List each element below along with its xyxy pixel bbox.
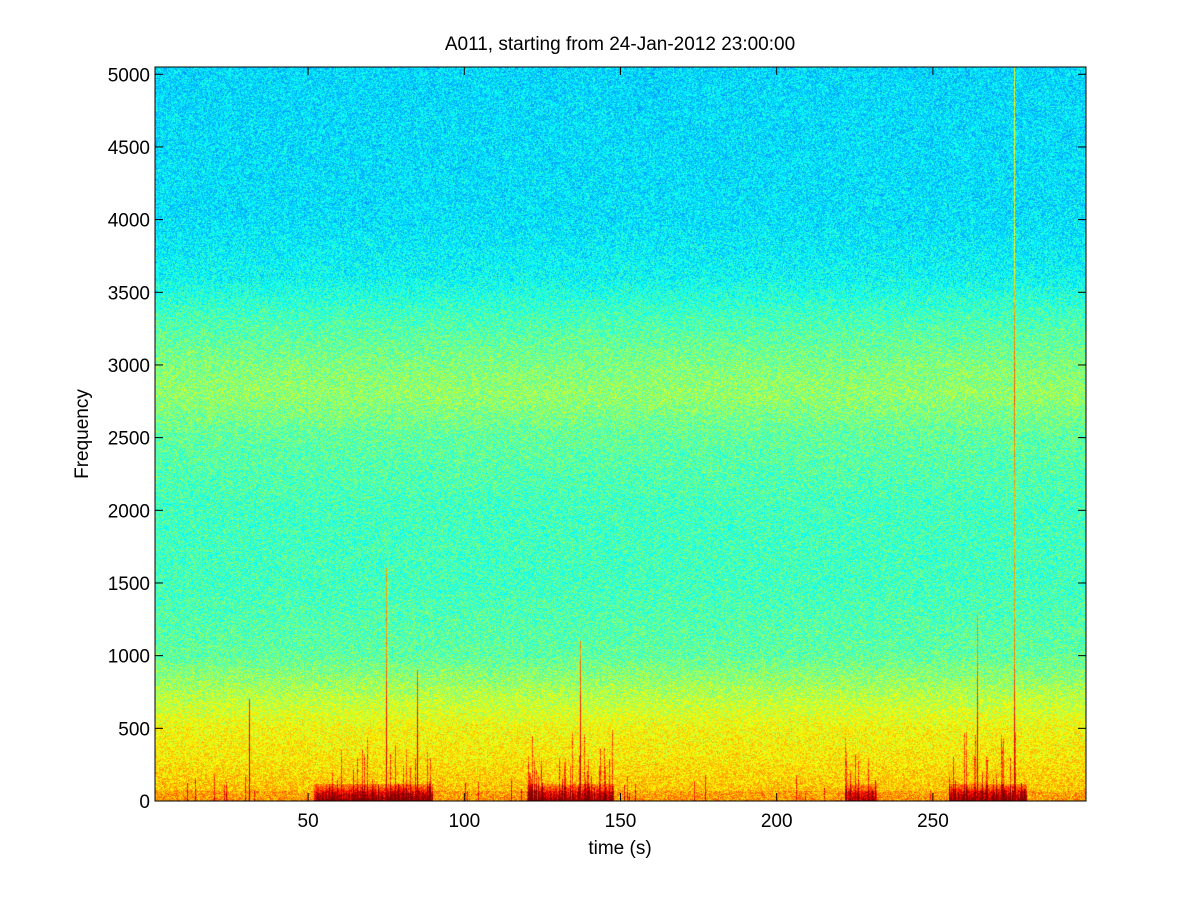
y-tick-label: 5000 [108,65,150,86]
x-tick-label: 250 [917,811,949,832]
x-tick-label: 50 [298,811,319,832]
x-axis-label: time (s) [588,838,651,859]
y-axis: 0 500 1000 1500 2000 2500 3000 3500 4000 4500 5000 [108,65,1086,813]
chart-title: A011, starting from 24-Jan-2012 23:00:00 [445,34,795,55]
y-axis-label: Frequency [72,389,93,479]
y-tick-label: 3500 [108,283,150,304]
x-tick-label: 200 [761,811,793,832]
y-tick-label: 1000 [108,647,150,668]
spectrogram-heatmap [155,67,1086,801]
y-tick-label: 500 [118,719,150,740]
x-tick-label: 100 [448,811,480,832]
y-tick-label: 1500 [108,574,150,595]
plot-area [154,66,1087,802]
x-tick-label: 150 [605,811,637,832]
x-axis: 50 100 150 200 250 [298,67,949,832]
y-tick-label: 2000 [108,501,150,522]
y-tick-label: 3000 [108,356,150,377]
y-tick-label: 4000 [108,211,150,232]
y-tick-label: 4500 [108,138,150,159]
y-tick-label: 2500 [108,429,150,450]
y-tick-label: 0 [139,792,150,813]
